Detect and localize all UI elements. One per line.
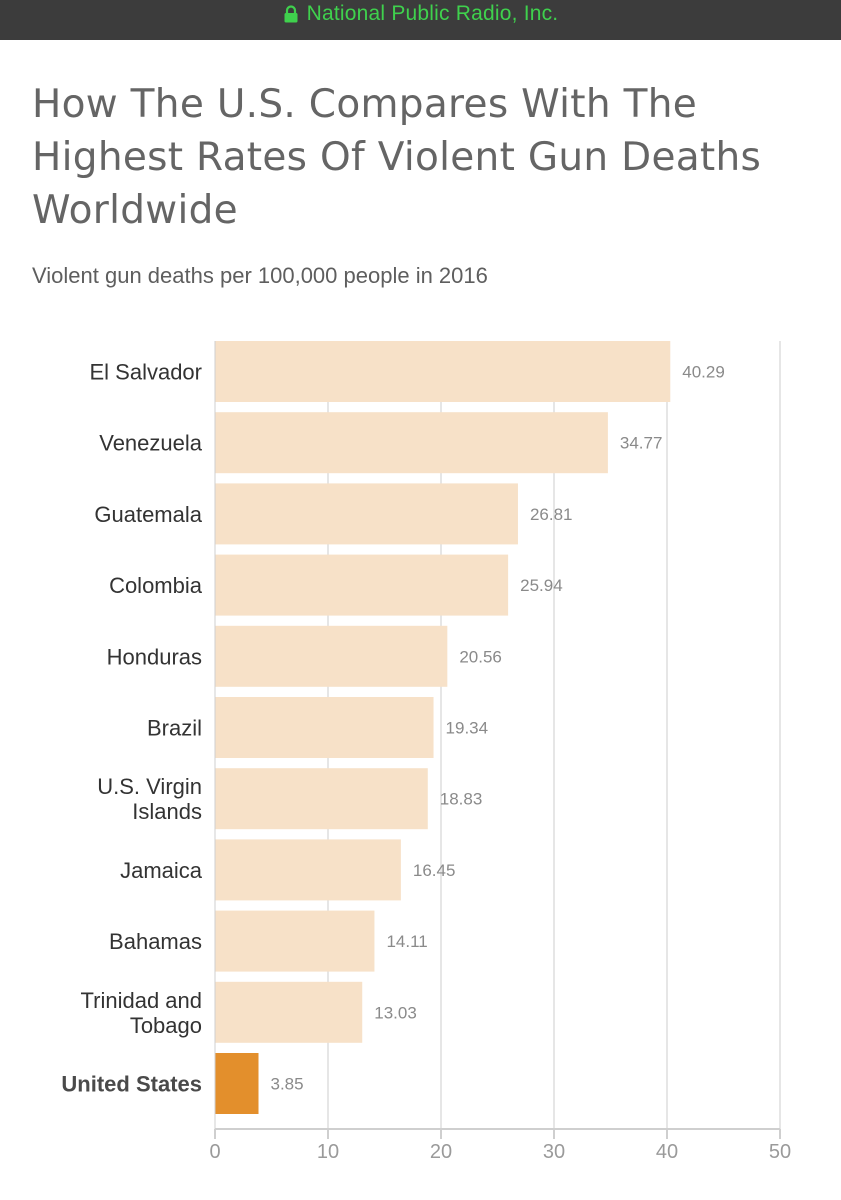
value-label: 25.94 — [520, 576, 563, 595]
site-name: National Public Radio, Inc. — [306, 2, 559, 25]
value-label: 40.29 — [682, 363, 725, 382]
category-label: Venezuela — [99, 431, 203, 456]
value-label: 19.34 — [446, 719, 489, 738]
category-label: Guatemala — [94, 502, 202, 527]
chart-title: How The U.S. Compares With The Highest R… — [32, 82, 762, 233]
value-label: 26.81 — [530, 505, 573, 524]
category-label: Islands — [132, 799, 202, 824]
bar — [215, 554, 509, 616]
value-label: 13.03 — [374, 1003, 417, 1022]
category-label: Tobago — [130, 1013, 202, 1038]
x-tick-label: 20 — [430, 1141, 452, 1163]
bar — [215, 981, 363, 1043]
url-display[interactable]: National Public Radio, Inc. — [283, 2, 559, 26]
bar — [215, 697, 434, 758]
value-label: 20.56 — [459, 647, 502, 666]
bar — [215, 341, 671, 402]
bar — [215, 910, 375, 972]
value-label: 16.45 — [413, 861, 456, 880]
bar-chart: 40.29 El Salvador 34.77 Venezuela 26.81 Guate… — [61, 341, 791, 1163]
bar — [215, 768, 428, 830]
x-tick-label: 10 — [317, 1141, 339, 1163]
x-tick-label: 0 — [209, 1141, 220, 1163]
bar — [215, 625, 448, 687]
value-label: 34.77 — [620, 434, 663, 453]
category-label: Colombia — [109, 573, 203, 598]
category-label: United States — [61, 1072, 202, 1097]
x-tick-label: 40 — [656, 1141, 678, 1163]
bar — [215, 839, 401, 901]
x-tick-label: 50 — [769, 1141, 791, 1163]
category-label: Bahamas — [109, 929, 202, 954]
bar — [215, 412, 608, 474]
bar — [215, 1053, 259, 1114]
browser-url-bar[interactable]: National Public Radio, Inc. — [0, 0, 841, 40]
x-tick-label: 30 — [543, 1141, 565, 1163]
lock-icon — [284, 5, 298, 23]
category-label: Trinidad and — [81, 988, 202, 1013]
category-label: Brazil — [147, 716, 202, 741]
category-label: El Salvador — [89, 360, 202, 385]
chart-subtitle: Violent gun deaths per 100,000 people in… — [32, 263, 488, 288]
category-label: Jamaica — [120, 858, 203, 883]
value-label: 3.85 — [271, 1075, 304, 1094]
bar — [215, 483, 518, 545]
value-label: 14.11 — [386, 932, 427, 951]
category-label: U.S. Virgin — [97, 774, 202, 799]
value-label: 18.83 — [440, 790, 483, 809]
category-label: Honduras — [107, 644, 202, 669]
